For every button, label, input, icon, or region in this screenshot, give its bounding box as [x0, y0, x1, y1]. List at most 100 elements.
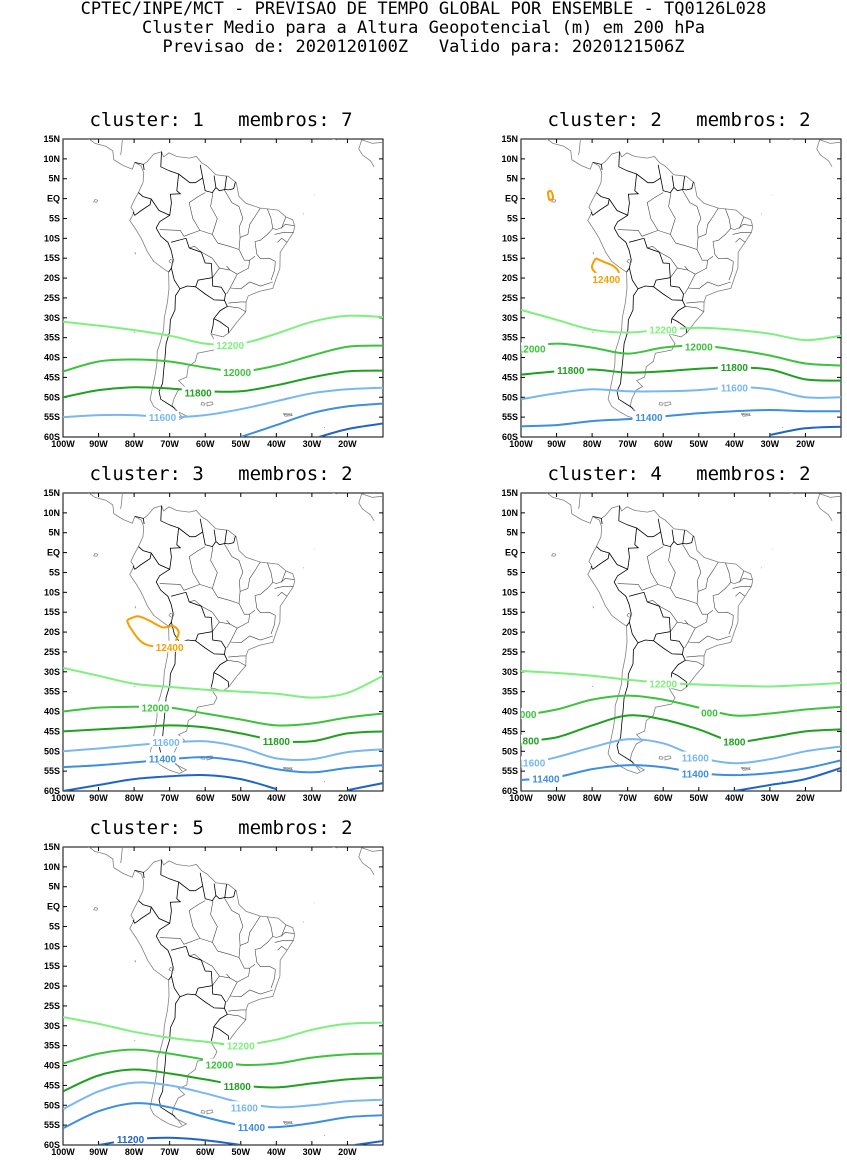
lat-tick-label: 30S [44, 667, 60, 677]
lon-tick-label: 40W [267, 439, 286, 449]
lat-tick-label: 50S [502, 392, 518, 402]
lat-tick-label: EQ [47, 548, 60, 558]
lat-tick-label: 40S [502, 707, 518, 717]
contour-label: 12000 [142, 704, 170, 715]
lon-tick-label: 20W [338, 1147, 357, 1157]
contour-label: 11600 [149, 413, 177, 424]
lon-tick-label: 60W [654, 793, 673, 803]
lat-tick-label: 30S [502, 667, 518, 677]
lat-tick-label: 5S [507, 567, 518, 577]
lat-tick-label: 35S [502, 333, 518, 343]
lat-tick-label: 55S [44, 1120, 60, 1130]
lon-tick-label: 80W [583, 793, 602, 803]
contour-label: 12200 [649, 325, 677, 336]
lat-tick-label: 50S [44, 392, 60, 402]
lat-tick-label: 15N [43, 488, 60, 498]
map-plot: 15N10N5NEQ5S10S15S20S25S30S35S40S45S50S5… [0, 489, 400, 819]
lat-tick-label: 10N [501, 508, 518, 518]
lon-tick-label: 100W [509, 793, 533, 803]
contour-label: 11800 [263, 737, 291, 748]
lon-tick-label: 30W [761, 439, 780, 449]
lon-tick-label: 70W [160, 793, 179, 803]
lat-tick-label: 5N [48, 528, 60, 538]
contour-label: 11800 [224, 1082, 252, 1093]
lat-tick-label: 20S [44, 981, 60, 991]
lat-tick-label: 10S [502, 587, 518, 597]
lat-tick-label: 40S [44, 1061, 60, 1071]
contour-label: 11400 [149, 754, 177, 765]
lon-tick-label: 80W [583, 439, 602, 449]
contour-label: 12000 [685, 342, 713, 353]
lon-tick-label: 100W [51, 439, 75, 449]
lat-tick-label: 5N [506, 174, 518, 184]
plot-frame [63, 847, 383, 1145]
contour-label: 11800 [721, 363, 749, 374]
lat-tick-label: 55S [44, 766, 60, 776]
map-plot: 15N10N5NEQ5S10S15S20S25S30S35S40S45S50S5… [0, 843, 400, 1173]
lat-tick-label: 30S [44, 313, 60, 323]
lat-tick-label: 20S [44, 627, 60, 637]
lon-tick-label: 80W [125, 793, 144, 803]
lat-tick-label: EQ [505, 548, 518, 558]
contour-label: 000 [701, 709, 718, 720]
lat-tick-label: 5N [48, 174, 60, 184]
lon-tick-label: 60W [654, 439, 673, 449]
lon-tick-label: 20W [796, 793, 815, 803]
contour-label: 11600 [231, 1103, 259, 1114]
map-plot: 15N10N5NEQ5S10S15S20S25S30S35S40S45S50S5… [0, 135, 400, 465]
lat-tick-label: 20S [44, 273, 60, 283]
contour-label: 1800 [517, 737, 540, 748]
lon-tick-label: 30W [303, 1147, 322, 1157]
lon-tick-label: 40W [725, 793, 744, 803]
lat-tick-label: 45S [44, 1080, 60, 1090]
contour-label: 11400 [238, 1123, 266, 1134]
lon-tick-label: 60W [196, 793, 215, 803]
contour-label: 11800 [557, 366, 585, 377]
lat-tick-label: 5N [506, 528, 518, 538]
lon-tick-label: 50W [690, 793, 709, 803]
header-subtitle: Cluster Medio para a Altura Geopotencial… [0, 19, 847, 38]
lon-tick-label: 50W [690, 439, 709, 449]
panel-title: cluster: 1 membros: 7 [60, 109, 382, 131]
lat-tick-label: 10S [44, 941, 60, 951]
header-title: CPTEC/INPE/MCT - PREVISAO DE TEMPO GLOBA… [0, 0, 847, 19]
contour-label: 11400 [635, 413, 663, 424]
lon-tick-label: 20W [338, 793, 357, 803]
lat-tick-label: 10N [43, 862, 60, 872]
lat-tick-label: 30S [502, 313, 518, 323]
lon-tick-label: 30W [303, 793, 322, 803]
lon-tick-label: 90W [89, 793, 108, 803]
lat-tick-label: 40S [44, 353, 60, 363]
lon-tick-label: 50W [232, 1147, 251, 1157]
contour-label: 12000 [223, 368, 251, 379]
contour-label: 11400 [682, 770, 710, 781]
contour-label: 11600 [682, 754, 710, 765]
lon-tick-label: 40W [267, 793, 286, 803]
lon-tick-label: 90W [547, 439, 566, 449]
lat-tick-label: 50S [44, 1100, 60, 1110]
lat-tick-label: 10N [501, 154, 518, 164]
lon-tick-label: 70W [618, 439, 637, 449]
contour-label: 12400 [156, 643, 184, 654]
contour-label: 1800 [723, 737, 746, 748]
lon-tick-label: 100W [509, 439, 533, 449]
contour-label: 12200 [227, 1042, 255, 1053]
contour-label: 12000 [518, 344, 546, 355]
lon-tick-label: 60W [196, 1147, 215, 1157]
lat-tick-label: 15S [44, 607, 60, 617]
contour-label: 12000 [206, 1060, 234, 1071]
panel-title: cluster: 4 membros: 2 [518, 463, 840, 485]
header-dates: Previsao de: 2020120100Z Valido para: 20… [0, 38, 847, 57]
lat-tick-label: 25S [502, 293, 518, 303]
lat-tick-label: 10S [44, 587, 60, 597]
lat-tick-label: 20S [502, 273, 518, 283]
contour-label: 12400 [592, 275, 620, 286]
lat-tick-label: 10S [502, 233, 518, 243]
contour-label: 11600 [721, 384, 749, 395]
lat-tick-label: 10N [43, 154, 60, 164]
lat-tick-label: 45S [502, 372, 518, 382]
panel-title: cluster: 5 membros: 2 [60, 817, 382, 839]
